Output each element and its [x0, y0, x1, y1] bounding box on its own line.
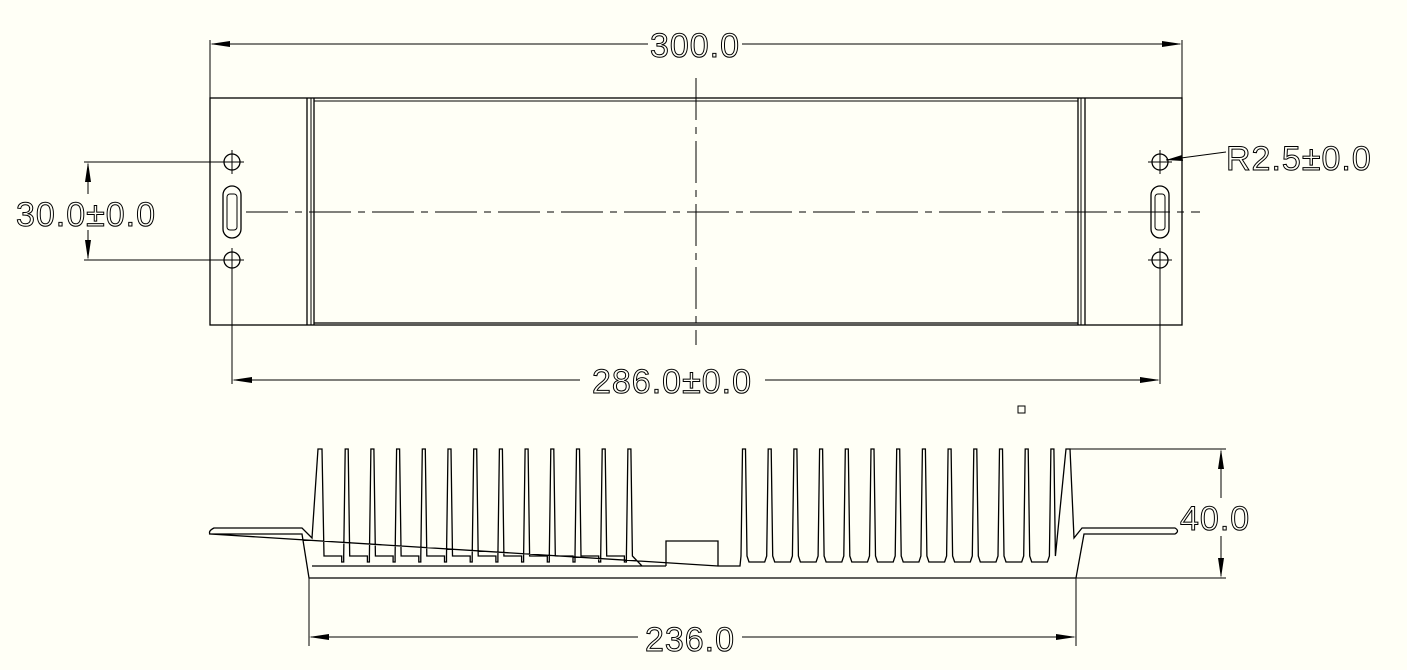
dimension-base-width-label: 236.0 — [645, 621, 735, 659]
dimension-hole-spacing-long-label: 286.0±0.0 — [592, 363, 752, 401]
top-view: 300.0 286.0±0.0 30.0±0.0 R2.5±0.0 — [15, 27, 1372, 402]
dimension-hole-radius: R2.5±0.0 — [1165, 140, 1372, 179]
dimension-hole-radius-label: R2.5±0.0 — [1226, 140, 1372, 178]
heatsink-fin-profile — [208, 448, 1179, 579]
dimension-overall-length-label: 300.0 — [650, 27, 740, 65]
dimension-base-width: 236.0 — [308, 578, 1077, 660]
dimension-overall-length: 300.0 — [209, 27, 1183, 98]
slot-right — [1150, 185, 1170, 239]
side-view: 236.0 40.0 — [208, 448, 1250, 660]
dimension-hole-spacing-short: 30.0±0.0 — [15, 161, 224, 261]
dimension-hole-spacing-short-label: 30.0±0.0 — [16, 196, 156, 234]
cursor-marker — [1017, 405, 1026, 414]
dimension-height: 40.0 — [1066, 448, 1250, 579]
dimension-height-label: 40.0 — [1180, 500, 1250, 538]
slot-left — [222, 185, 242, 239]
dimension-hole-spacing-long: 286.0±0.0 — [231, 268, 1161, 402]
